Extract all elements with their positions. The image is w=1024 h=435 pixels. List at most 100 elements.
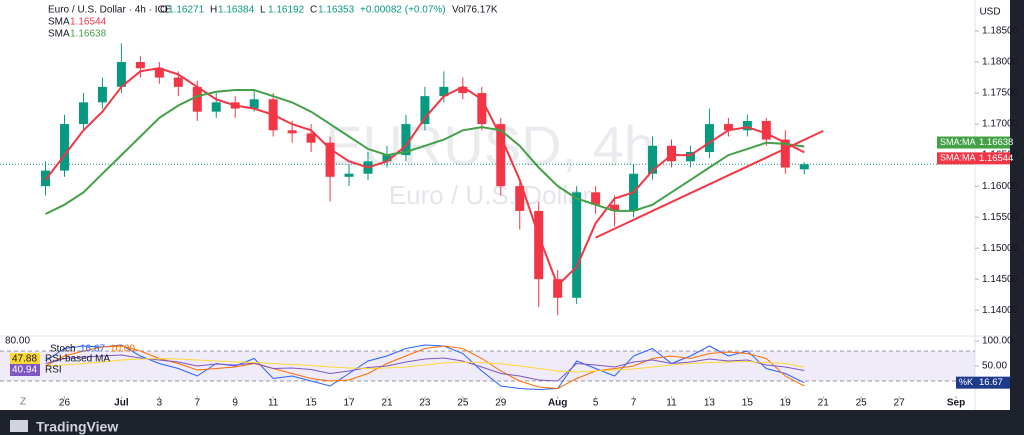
candle-body bbox=[97, 86, 107, 103]
osc-scale-label: 80.00 bbox=[5, 336, 30, 347]
watermark: EURUSD, 4h bbox=[325, 114, 655, 177]
candle-body bbox=[173, 77, 183, 87]
candle-body bbox=[761, 120, 771, 140]
ohlc-key: H bbox=[210, 5, 217, 16]
ohlc-value: 1.16192 bbox=[268, 5, 305, 16]
x-tick-label: 7 bbox=[631, 398, 637, 409]
candle-body bbox=[780, 139, 790, 168]
trendline bbox=[595, 129, 824, 239]
candle-body bbox=[249, 99, 259, 109]
osc-legend-name: RSI bbox=[45, 365, 62, 376]
chart-background bbox=[0, 0, 1010, 410]
x-tick-label: 11 bbox=[268, 398, 279, 409]
candle-body bbox=[515, 186, 525, 211]
x-tick-label: 29 bbox=[495, 398, 507, 409]
candle-body bbox=[78, 102, 88, 125]
sma-legend-name: SMA bbox=[48, 29, 70, 40]
candle-body bbox=[382, 155, 392, 162]
x-tick-label: 13 bbox=[704, 398, 716, 409]
x-tick-label: 26 bbox=[59, 398, 71, 409]
candle-body bbox=[192, 86, 202, 112]
ohlc-value: 1.16353 bbox=[318, 5, 355, 16]
y-tick-label: 1.17000 bbox=[982, 119, 1019, 130]
corner-label: Z bbox=[20, 397, 26, 408]
x-tick-label: 23 bbox=[419, 398, 431, 409]
x-tick-label: 25 bbox=[856, 398, 868, 409]
x-tick-label: 19 bbox=[780, 398, 792, 409]
x-tick-label: 3 bbox=[157, 398, 163, 409]
y-tick-label: 1.18000 bbox=[982, 57, 1019, 68]
candle-body bbox=[287, 130, 297, 134]
candle-body bbox=[344, 173, 354, 177]
ohlc-value: 1.16384 bbox=[218, 5, 255, 16]
candle-body bbox=[496, 124, 506, 187]
candle-body bbox=[477, 93, 487, 125]
candle-body bbox=[610, 204, 620, 211]
symbol-title: Euro / U.S. Dollar · 4h · ICE bbox=[48, 5, 172, 16]
candle-body bbox=[154, 68, 164, 78]
ohlc-key: C bbox=[310, 5, 317, 16]
y-tick-label: 1.16000 bbox=[982, 181, 1019, 192]
y-tick-label: 1.18500 bbox=[982, 26, 1019, 37]
x-tick-label: 9 bbox=[232, 398, 238, 409]
price-tag bbox=[937, 136, 1010, 149]
candle-body bbox=[135, 62, 145, 69]
k-tag-value: 16.67 bbox=[979, 377, 1003, 388]
ohlc-key: L bbox=[260, 5, 266, 16]
candle-body bbox=[666, 145, 676, 162]
osc-value: 40.94 bbox=[12, 365, 37, 376]
osc-value-box bbox=[10, 353, 40, 365]
ohlc-key: O bbox=[160, 5, 168, 16]
sma-legend-value: 1.16638 bbox=[70, 29, 107, 40]
price-tag-name: SMA:MA bbox=[940, 153, 976, 163]
x-tick-label: 5 bbox=[593, 398, 599, 409]
candle-body bbox=[420, 96, 430, 125]
sma-legend-name: SMA bbox=[48, 17, 70, 28]
x-tick-label: Jul bbox=[114, 398, 129, 409]
oscillator-band bbox=[0, 351, 975, 381]
sma-line bbox=[45, 89, 805, 215]
x-tick-label: 15 bbox=[742, 398, 754, 409]
x-tick-label: 11 bbox=[666, 398, 677, 409]
candle-body bbox=[723, 124, 733, 131]
brand: TradingView bbox=[36, 419, 118, 435]
ohlc-value: 1.16271 bbox=[168, 5, 205, 16]
osc-value-box bbox=[10, 364, 40, 376]
x-tick-label: 25 bbox=[457, 398, 469, 409]
osc-legend-name: Stoch bbox=[50, 344, 76, 355]
y-tick-label: 1.14500 bbox=[982, 274, 1019, 285]
candle-body bbox=[685, 151, 695, 162]
candle-body bbox=[306, 133, 316, 143]
candle-body bbox=[59, 124, 69, 171]
oscillator-line bbox=[45, 354, 805, 382]
k-tag bbox=[956, 376, 1010, 389]
osc-y-tick-label: 100.00 bbox=[982, 336, 1013, 347]
sma-legend-value: 1.16544 bbox=[70, 17, 107, 28]
x-tick-label: 17 bbox=[343, 398, 355, 409]
candle-body bbox=[534, 210, 544, 280]
k-tag-name: %K bbox=[959, 377, 973, 387]
osc-legend-value: 10.00 bbox=[110, 344, 135, 355]
price-tag-name: SMA:MA bbox=[940, 137, 976, 147]
x-tick-label: Aug bbox=[548, 398, 567, 409]
candle-body bbox=[325, 142, 335, 177]
y-tick-label: 1.15000 bbox=[982, 243, 1019, 254]
price-tag-value: 1.16638 bbox=[979, 137, 1013, 148]
osc-value: 47.88 bbox=[12, 354, 37, 365]
price-tag-value: 1.16544 bbox=[979, 153, 1013, 164]
candle-body bbox=[648, 145, 658, 174]
osc-y-tick-label: 50.00 bbox=[982, 361, 1007, 372]
candle-body bbox=[742, 120, 752, 131]
candle-body bbox=[553, 279, 563, 298]
x-tick-label: 15 bbox=[306, 398, 318, 409]
sma-line bbox=[44, 67, 805, 288]
candle-body bbox=[116, 62, 126, 87]
brand-logo bbox=[10, 420, 28, 432]
candle-body bbox=[211, 102, 221, 112]
currency-label: USD bbox=[979, 7, 1000, 18]
candle-body bbox=[704, 124, 714, 152]
watermark-subtitle: Euro / U.S. Dollar bbox=[389, 180, 592, 210]
volume: Vol76.17K bbox=[452, 5, 498, 16]
